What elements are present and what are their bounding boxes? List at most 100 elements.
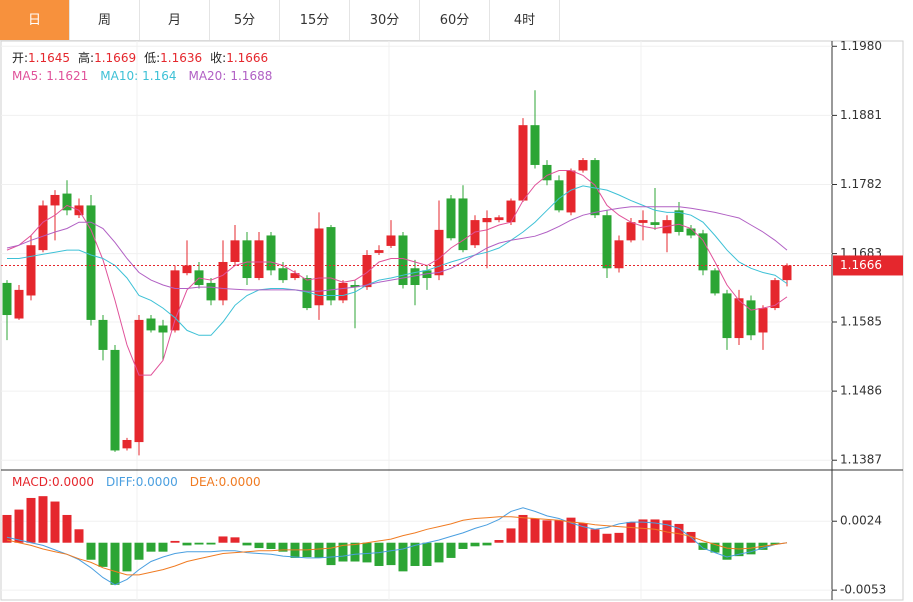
candle-body [734, 298, 744, 339]
candle-body [674, 210, 684, 232]
macd-bar [650, 519, 660, 543]
candle-body [38, 205, 48, 251]
macd-bar [182, 542, 192, 546]
legend-value: 1.1688 [230, 69, 272, 83]
candle-body [362, 255, 372, 288]
candle-body [710, 270, 720, 294]
macd-bar [386, 542, 396, 566]
ma-legend: MA5: 1.1621 MA10: 1.164 MA20: 1.1688 [12, 69, 272, 83]
candle-body [266, 235, 276, 271]
candle-body [530, 125, 540, 165]
candle-body [242, 240, 252, 279]
macd-bar [542, 520, 552, 543]
macd-legend: MACD:0.0000 DIFF:0.0000 DEA:0.0000 [12, 475, 261, 489]
info-label: 开: [12, 51, 28, 65]
indicator-line [7, 185, 788, 336]
candle-body [326, 227, 336, 301]
candle-body [98, 319, 108, 350]
macd-bar [2, 514, 12, 543]
macd-bar [482, 542, 492, 546]
candle-body [146, 318, 156, 331]
candle-body [686, 228, 696, 236]
ohlc-info: 开:1.1645 高:1.1669 低:1.1636 收:1.1666 [12, 50, 268, 65]
candle-body [182, 265, 192, 274]
macd-bar [134, 542, 144, 560]
macd-bar [206, 542, 216, 545]
macd-bar [506, 528, 516, 543]
info-value: 1.1666 [226, 51, 268, 65]
macd-bar [62, 514, 72, 543]
candle-body [722, 293, 732, 339]
period-tab[interactable]: 日 [0, 0, 70, 41]
candle-body [650, 222, 660, 225]
candle-body [374, 250, 384, 253]
macd-bar [422, 542, 432, 566]
macd-bar [434, 542, 444, 563]
candle-body [386, 235, 396, 246]
macd-bar [578, 523, 588, 543]
candle-body [482, 218, 492, 223]
candle-body [458, 198, 468, 251]
info-label: 收: [210, 51, 226, 65]
candle-body [2, 282, 12, 316]
candle-body [746, 300, 756, 336]
candle-body [626, 222, 636, 241]
candle-body [218, 261, 228, 301]
macd-bar [638, 519, 648, 543]
legend-name: MA10: [100, 69, 138, 83]
candle-body [782, 265, 792, 281]
macd-bar [446, 542, 456, 558]
macd-bar [398, 542, 408, 572]
indicator-line [6, 206, 788, 292]
y-tick-label: 1.1585 [840, 315, 882, 329]
macd-bar [50, 501, 60, 543]
info-value: 1.1645 [28, 51, 70, 65]
macd-bar [518, 514, 528, 543]
candle-body [278, 268, 288, 281]
macd-bar [218, 536, 228, 543]
legend-name: MA5: [12, 69, 42, 83]
y-tick-label: 0.0024 [840, 514, 882, 528]
candle-body [50, 194, 60, 206]
macd-bar [710, 542, 720, 553]
candle-body [122, 439, 132, 449]
macd-bar [26, 497, 36, 543]
candle-body [494, 217, 504, 221]
macd-bar [326, 542, 336, 566]
candle-body [338, 282, 348, 301]
candle-body [14, 289, 24, 319]
candle-body [614, 240, 624, 269]
candle-body [446, 198, 456, 239]
legend-value: 0.0000 [219, 475, 261, 489]
candle-body [578, 160, 588, 171]
macd-bar [470, 542, 480, 547]
macd-bar [122, 542, 132, 572]
macd-bar [254, 542, 264, 549]
y-tick-label: 1.1980 [840, 39, 882, 53]
legend-value: 1.164 [142, 69, 176, 83]
macd-bar [410, 542, 420, 566]
info-label: 高: [78, 50, 94, 65]
candle-body [350, 285, 360, 288]
candle-body [434, 229, 444, 276]
macd-bar [590, 529, 600, 543]
macd-bar [266, 542, 276, 549]
candle-body [254, 240, 264, 279]
macd-bar [86, 542, 96, 560]
macd-bar [698, 542, 708, 550]
macd-bar [14, 509, 24, 543]
candle-body [470, 220, 480, 246]
candle-body [230, 240, 240, 262]
candle-body [542, 164, 552, 181]
candle-body [770, 280, 780, 309]
info-label: 低: [144, 51, 160, 65]
macd-bar [314, 542, 324, 558]
y-tick-label: 1.1881 [840, 108, 882, 122]
candle-body [110, 349, 120, 451]
candle-body [62, 193, 72, 211]
candle-body [566, 170, 576, 213]
macd-bar [530, 518, 540, 543]
candle-body [758, 308, 768, 333]
legend-name: DIFF: [106, 475, 136, 489]
macd-bar [554, 520, 564, 543]
